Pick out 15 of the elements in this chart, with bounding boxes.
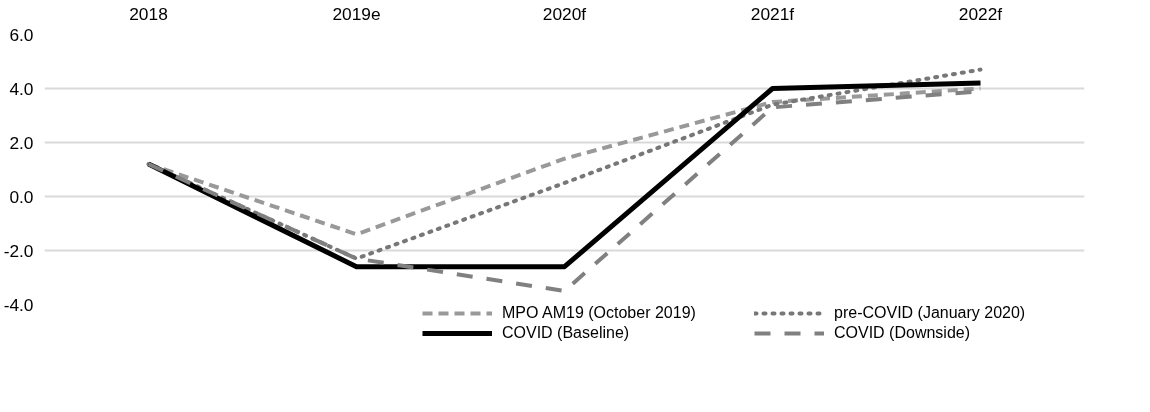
legend-label: COVID (Downside) bbox=[834, 324, 972, 342]
y-tick-label: 2.0 bbox=[9, 132, 34, 153]
y-tick-label: 4.0 bbox=[9, 78, 34, 99]
legend-label: COVID (Baseline) bbox=[502, 324, 631, 342]
x-tick-label: 2021f bbox=[750, 3, 795, 24]
x-tick-label: 2020f bbox=[542, 3, 587, 24]
x-tick-label: 2022f bbox=[958, 3, 1003, 24]
y-tick-label: -2.0 bbox=[3, 240, 34, 261]
y-tick-label: 6.0 bbox=[9, 24, 34, 45]
legend-label: MPO AM19 (October 2019) bbox=[502, 304, 697, 322]
y-tick-label: 0.0 bbox=[9, 186, 34, 207]
legend-label: pre-COVID (January 2020) bbox=[834, 304, 1027, 322]
x-tick-label: 2018 bbox=[129, 3, 168, 24]
y-tick-label: -4.0 bbox=[3, 294, 34, 315]
x-tick-label: 2019e bbox=[332, 3, 381, 24]
